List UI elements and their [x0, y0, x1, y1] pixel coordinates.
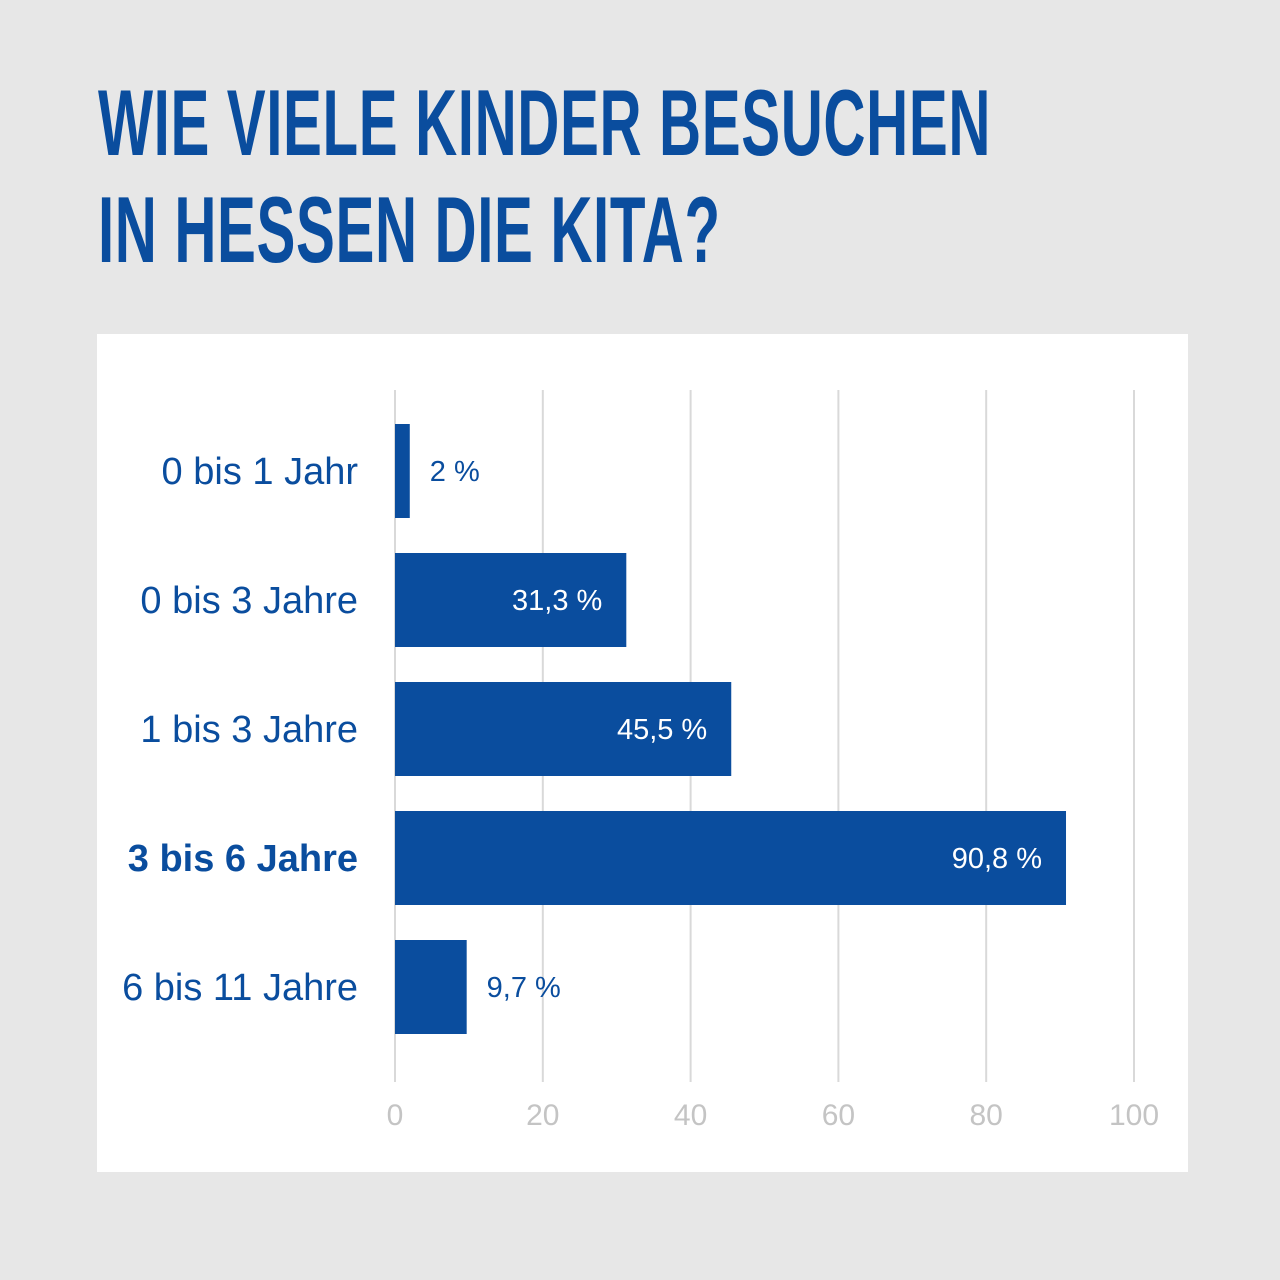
- value-label-1: 31,3 %: [512, 585, 602, 617]
- category-label-3: 3 bis 6 Jahre: [128, 838, 358, 880]
- value-label-4: 9,7 %: [487, 972, 561, 1004]
- x-tick-label-0: 0: [387, 1099, 404, 1132]
- bar-3: [395, 811, 1067, 905]
- value-label-2: 45,5 %: [617, 714, 707, 746]
- category-label-4: 6 bis 11 Jahre: [122, 967, 358, 1009]
- category-label-0: 0 bis 1 Jahr: [162, 451, 359, 493]
- x-tick-label-20: 20: [526, 1099, 559, 1132]
- category-label-2: 1 bis 3 Jahre: [140, 709, 358, 751]
- x-tick-label-80: 80: [970, 1099, 1003, 1132]
- category-label-1: 0 bis 3 Jahre: [140, 580, 358, 622]
- bar-0: [395, 424, 410, 518]
- title-line-2: in Hessen die Kita?: [98, 177, 721, 282]
- chart-title: Wie viele Kinder besuchen in Hessen die …: [98, 76, 991, 290]
- x-tick-label-60: 60: [822, 1099, 855, 1132]
- title-line-1: Wie viele Kinder besuchen: [98, 70, 992, 175]
- x-tick-label-100: 100: [1109, 1099, 1159, 1132]
- bar-2: [395, 682, 732, 776]
- value-label-3: 90,8 %: [952, 843, 1042, 875]
- value-label-0: 2 %: [430, 456, 480, 488]
- bar-1: [395, 553, 627, 647]
- x-tick-label-40: 40: [674, 1099, 707, 1132]
- bar-4: [395, 940, 467, 1034]
